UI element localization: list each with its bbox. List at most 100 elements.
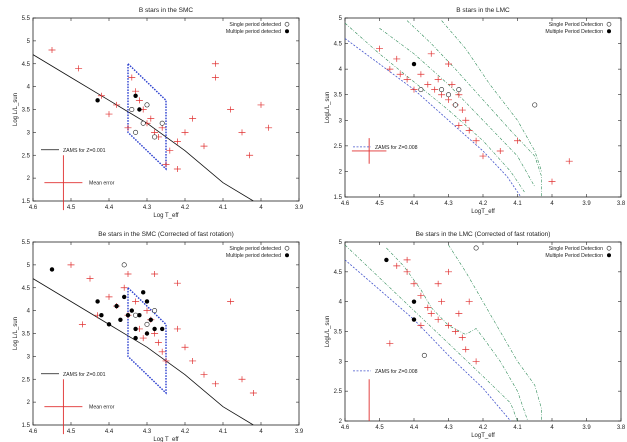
multiple-period-point: [118, 317, 123, 322]
mean-error-bar: [351, 138, 387, 164]
star-marker: [514, 137, 521, 144]
single-period-point: [473, 245, 479, 251]
star-marker: [462, 346, 470, 353]
star-marker: [173, 165, 181, 172]
multiple-period-point: [122, 294, 127, 300]
multiple-period-point: [49, 267, 55, 272]
star-marker: [386, 340, 394, 347]
star-marker: [78, 321, 86, 328]
legend-single-label: Single period detected: [229, 22, 281, 28]
y-tick-label: 3: [27, 354, 31, 360]
y-tick-label: 4.5: [22, 286, 31, 292]
y-tick-label: 3: [339, 118, 343, 124]
zams-line: [345, 38, 522, 197]
star-marker: [458, 334, 466, 341]
x-tick-label: 4.2: [479, 425, 488, 431]
star-marker: [158, 348, 166, 355]
x-tick-label: 4: [259, 429, 263, 435]
x-tick-label: 4: [259, 205, 263, 211]
star-marker: [162, 357, 170, 364]
x-tick-label: 4.1: [513, 425, 522, 431]
single-period-point: [152, 134, 158, 140]
star-marker: [434, 280, 442, 287]
y-tick-label: 2: [339, 419, 343, 425]
multiple-period-point: [384, 257, 389, 263]
x-tick-label: 4.6: [29, 205, 38, 211]
star-marker: [154, 339, 162, 346]
star-marker: [455, 310, 463, 317]
y-tick-label: 2.5: [22, 153, 31, 159]
star-marker: [455, 122, 463, 129]
chart-panel-4: 4.6 4.5 4.4 4.3 4.2 4.1 4 3.9 3.8 2 2.5 3 3.5 4 4.5 5 Be…: [325, 231, 626, 439]
x-tick-label: 4.6: [341, 201, 350, 207]
star-marker: [151, 271, 159, 278]
multiple-period-point: [95, 98, 100, 103]
star-marker: [227, 298, 235, 305]
x-tick-label: 4.2: [181, 205, 190, 211]
star-marker: [417, 292, 425, 299]
star-marker: [162, 161, 170, 168]
chart-panel-2: 4.6 4.5 4.4 4.3 4.2 4.1 4 3.9 3.8 1.5 2 2.5 3 3.5 4 4.5…: [325, 7, 626, 215]
star-marker: [249, 389, 257, 396]
star-marker: [151, 129, 159, 136]
chart-title: B stars in the LMC: [456, 7, 510, 14]
star-marker: [445, 61, 452, 68]
legend-error-label: Mean error: [89, 405, 115, 411]
chart-panel-3: 4.6 4.5 4.4 4.3 4.2 4.1 4 3.9 1.5 2 2.5 3 3.5 4 4.5 5 5.…: [13, 231, 304, 442]
single-period-point: [418, 87, 424, 93]
y-tick-label: 5: [339, 16, 343, 22]
x-tick-label: 4.4: [410, 425, 419, 431]
star-marker: [211, 380, 219, 387]
star-marker: [105, 111, 113, 118]
zams-line: [33, 278, 254, 425]
legend-multiple-label: Multiple Period Detection: [545, 29, 603, 35]
x-tick-label: 4: [550, 201, 554, 207]
star-marker: [410, 86, 418, 93]
star-marker: [147, 115, 155, 122]
star-marker: [200, 371, 208, 378]
y-tick-label: 5: [339, 240, 343, 246]
single-period-point: [452, 102, 458, 108]
y-tick-label: 4.5: [334, 270, 343, 276]
multiple-period-point: [160, 326, 165, 332]
y-tick-label: 2.5: [334, 144, 343, 150]
single-period-point: [144, 102, 150, 108]
x-axis-label: LogT_eff: [471, 433, 495, 439]
star-marker: [496, 147, 504, 154]
multiple-period-point: [411, 299, 417, 304]
y-tick-label: 4: [27, 85, 31, 91]
legend-single-marker: [284, 21, 290, 27]
x-tick-label: 4.4: [105, 205, 114, 211]
star-marker: [189, 115, 197, 122]
multiple-period-point: [144, 299, 150, 304]
star-marker: [211, 74, 219, 81]
legend-single-label: Single period detected: [229, 246, 281, 252]
legend-multiple-marker: [607, 29, 611, 34]
x-tick-label: 4.3: [143, 205, 152, 211]
multiple-period-point: [133, 93, 138, 98]
star-marker: [132, 298, 140, 305]
star-marker: [462, 117, 470, 124]
y-tick-label: 2: [339, 169, 343, 175]
star-marker: [434, 76, 442, 83]
star-marker: [417, 322, 425, 329]
y-tick-label: 5.5: [22, 16, 31, 22]
star-marker: [135, 97, 143, 104]
evolutionary-track: [441, 20, 542, 172]
star-marker: [173, 138, 181, 145]
single-period-point: [140, 120, 146, 126]
legend-multiple-marker: [285, 253, 289, 258]
star-marker: [113, 101, 121, 108]
y-tick-label: 3: [339, 359, 343, 365]
star-marker: [424, 81, 432, 88]
zams-line: [33, 54, 254, 201]
x-tick-label: 4.6: [29, 429, 38, 435]
star-marker: [448, 81, 456, 88]
star-marker: [431, 86, 439, 93]
legend-single-marker: [284, 245, 290, 251]
star-marker: [403, 268, 411, 275]
star-marker: [445, 268, 452, 275]
x-tick-label: 3.8: [617, 201, 626, 207]
